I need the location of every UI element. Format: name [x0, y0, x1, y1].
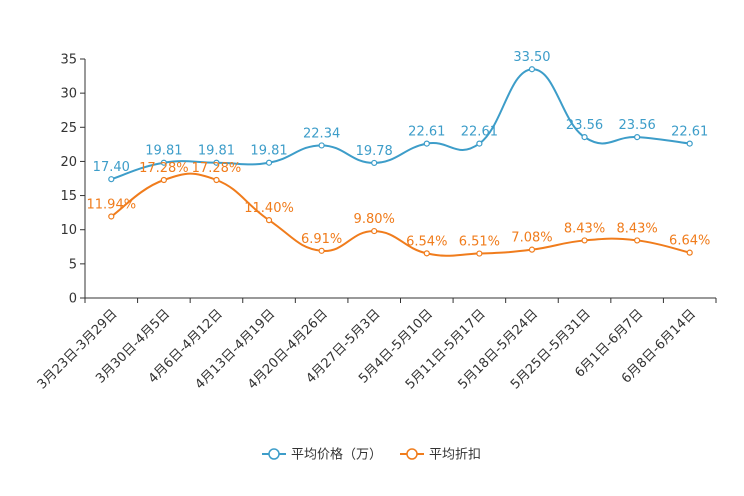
- series-1-data-label: 22.34: [303, 126, 340, 141]
- series-1-point: [634, 134, 641, 141]
- series-2-data-label: 9.80%: [354, 212, 395, 227]
- series-1-data-label: 33.50: [513, 50, 550, 65]
- series-2-data-label: 17.28%: [192, 161, 242, 176]
- series-2-point: [318, 247, 325, 254]
- legend-circle-icon: [268, 448, 280, 460]
- series-2-point: [686, 249, 693, 256]
- series-1-data-label: 19.78: [356, 144, 393, 159]
- series-1-point: [476, 140, 483, 147]
- series-1-point: [423, 140, 430, 147]
- series-1-point: [318, 142, 325, 149]
- series-2-data-label: 17.28%: [139, 161, 189, 176]
- y-tick-label: 35: [60, 53, 77, 68]
- series-2-point: [423, 250, 430, 257]
- legend-item-1[interactable]: 平均价格（万）: [262, 447, 382, 463]
- series-1-data-label: 19.81: [198, 144, 235, 159]
- series-1-data-label: 23.56: [619, 118, 656, 133]
- series-1-point: [108, 176, 115, 183]
- series-2-data-label: 6.54%: [406, 234, 447, 249]
- legend-item-2[interactable]: 平均折扣: [400, 448, 481, 463]
- series-1-point: [265, 159, 273, 166]
- series-2-data-label: 7.08%: [511, 231, 552, 246]
- series-2-point: [265, 217, 273, 224]
- series-1-point: [581, 134, 588, 141]
- series-2-point: [371, 227, 378, 235]
- series-2-point: [476, 250, 483, 257]
- series-2-point: [528, 246, 536, 253]
- y-tick-label: 30: [60, 87, 77, 102]
- y-tick-label: 10: [60, 223, 77, 238]
- data-labels: 17.40 19.81 19.81 19.81 22.34 19.78 22.61 22.61…: [87, 50, 711, 249]
- legend-label: 平均价格（万）: [291, 447, 382, 463]
- series-1-point: [213, 159, 220, 166]
- series-1-data-label: 22.61: [671, 125, 708, 140]
- series-1-data-label: 19.81: [250, 144, 287, 159]
- x-axis: 3月23日-3月29日3月30日-4月5日4月6日-4月12日4月13日-4月1…: [35, 297, 717, 392]
- series-1-point: [160, 159, 167, 166]
- y-tick-label: 15: [60, 189, 77, 204]
- series-2-data-label: 8.43%: [616, 221, 657, 236]
- y-tick-label: 25: [60, 121, 77, 136]
- legend-label: 平均折扣: [429, 448, 481, 463]
- series-1-data-label: 23.56: [566, 118, 603, 133]
- y-tick-label: 0: [69, 292, 77, 307]
- series-2-point: [634, 237, 641, 244]
- y-tick-label: 20: [60, 155, 77, 170]
- y-tick-label: 5: [69, 257, 77, 272]
- series-2-point: [213, 176, 220, 184]
- series-line-2: [110, 172, 690, 257]
- y-axis: 0 5 10 15 20 25 30 35: [60, 53, 86, 307]
- series-layer: [108, 66, 693, 257]
- series-2-data-label: 6.64%: [669, 234, 710, 249]
- series-2-point: [160, 176, 167, 184]
- series-1-data-label: 22.61: [461, 125, 498, 140]
- series-1-data-label: 17.40: [93, 160, 130, 175]
- series-2-data-label: 11.94%: [87, 197, 137, 212]
- legend[interactable]: 平均价格（万） 平均折扣: [262, 447, 481, 463]
- series-2-point: [581, 237, 588, 244]
- series-1-data-label: 19.81: [145, 144, 182, 159]
- series-2-point: [108, 213, 115, 220]
- series-2-data-label: 6.51%: [459, 235, 500, 250]
- legend-circle-icon: [406, 448, 418, 460]
- series-2-data-label: 11.40%: [244, 201, 294, 216]
- series-1-point: [528, 66, 536, 73]
- series-1-point: [371, 159, 378, 167]
- series-2-data-label: 8.43%: [564, 221, 605, 236]
- series-1-point: [686, 140, 693, 147]
- series-1-data-label: 22.61: [408, 125, 445, 140]
- series-2-data-label: 6.91%: [301, 232, 342, 247]
